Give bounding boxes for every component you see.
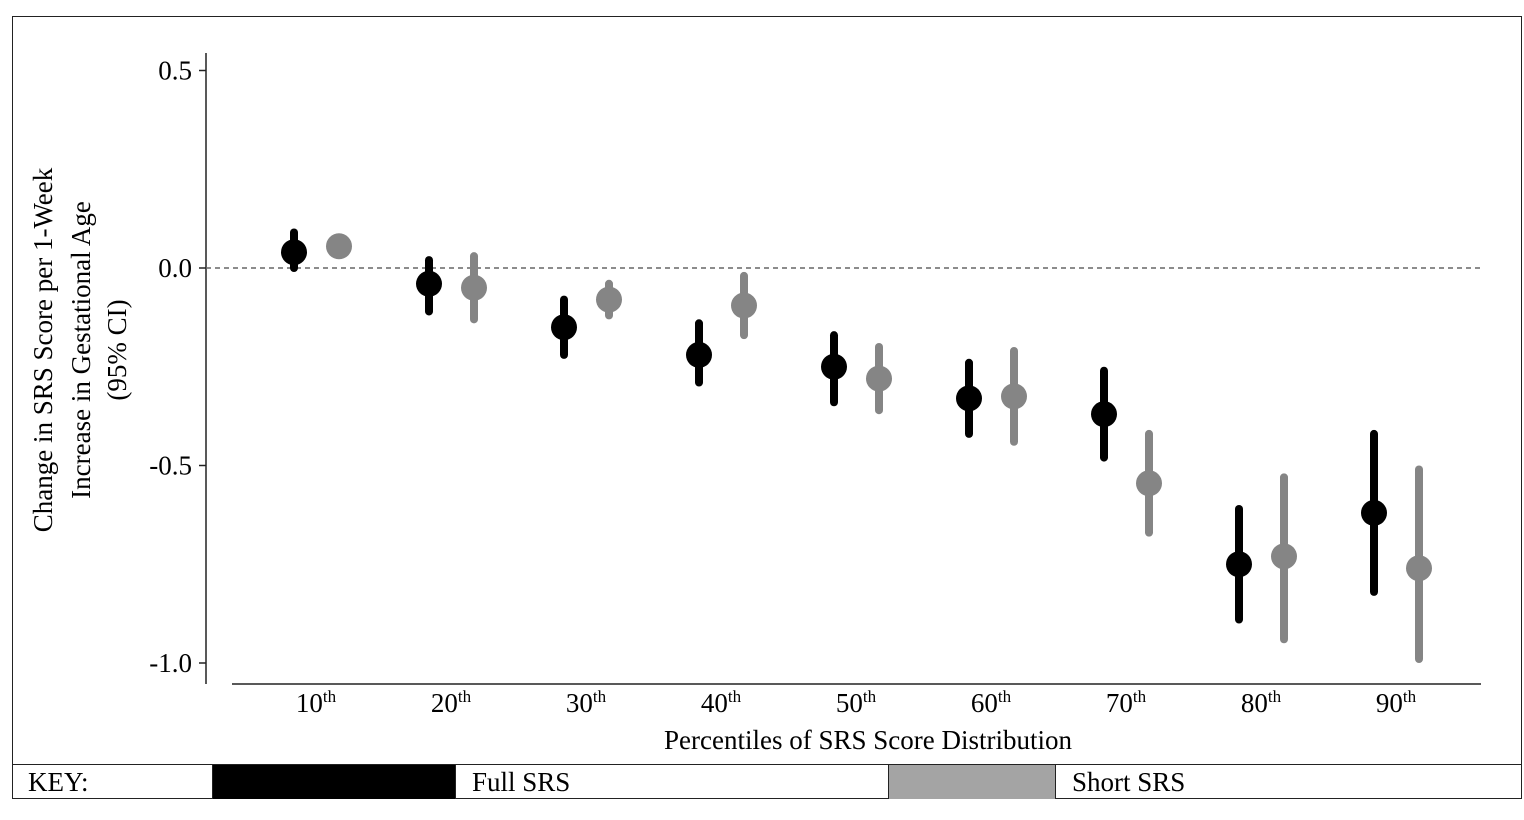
chart-plot: 0.5 0.0 -0.5 -1.0 Change in SRS Score per 1-…	[28, 53, 1481, 755]
x-tick-label-7: 80th	[1241, 687, 1282, 718]
point-s1-7	[1271, 543, 1297, 570]
full-srs-label: Full SRS	[456, 765, 889, 799]
point-s1-5	[1001, 383, 1027, 410]
point-s1-2	[596, 286, 622, 313]
point-s0-6	[1091, 401, 1117, 428]
point-s0-1	[416, 270, 442, 297]
point-s0-8	[1361, 499, 1387, 526]
point-s1-1	[461, 274, 487, 301]
point-s0-5	[956, 385, 982, 412]
chart-frame	[12, 16, 1522, 799]
x-tick-label-8: 90th	[1376, 687, 1417, 718]
legend-key: KEY: Full SRS Short SRS	[12, 764, 1522, 799]
x-tick-label-5: 60th	[971, 687, 1012, 718]
x-axis-title: Percentiles of SRS Score Distribution	[664, 725, 1072, 755]
point-s0-2	[551, 314, 577, 341]
point-s0-7	[1226, 551, 1252, 578]
point-s0-4	[821, 353, 847, 380]
point-s1-6	[1136, 470, 1162, 497]
x-tick-label-3: 40th	[701, 687, 742, 718]
short-srs-label: Short SRS	[1072, 767, 1186, 797]
point-s0-0	[281, 239, 307, 266]
point-s1-8	[1406, 555, 1432, 582]
y-axis-label-line-2: (95% CI)	[102, 299, 132, 400]
y-tick-label-0: 0.5	[158, 56, 192, 86]
point-s1-3	[731, 292, 757, 319]
full-srs-swatch	[213, 765, 456, 799]
point-s1-4	[866, 365, 892, 392]
y-tick-label-1: 0.0	[158, 253, 192, 283]
x-tick-label-0: 10th	[296, 687, 337, 718]
y-axis-label-line-1: Increase in Gestational Age	[66, 201, 96, 499]
x-tick-label-6: 70th	[1106, 687, 1147, 718]
point-s1-0	[326, 233, 352, 260]
y-tick-label-3: -1.0	[149, 648, 192, 678]
point-s0-3	[686, 341, 712, 368]
short-srs-swatch	[889, 765, 1056, 799]
x-tick-label-1: 20th	[431, 687, 472, 718]
y-axis-label-line-0: Change in SRS Score per 1-Week	[28, 167, 58, 532]
x-tick-label-2: 30th	[566, 687, 607, 718]
y-tick-label-2: -0.5	[149, 451, 192, 481]
x-tick-label-4: 50th	[836, 687, 877, 718]
key-label: KEY:	[12, 765, 213, 799]
